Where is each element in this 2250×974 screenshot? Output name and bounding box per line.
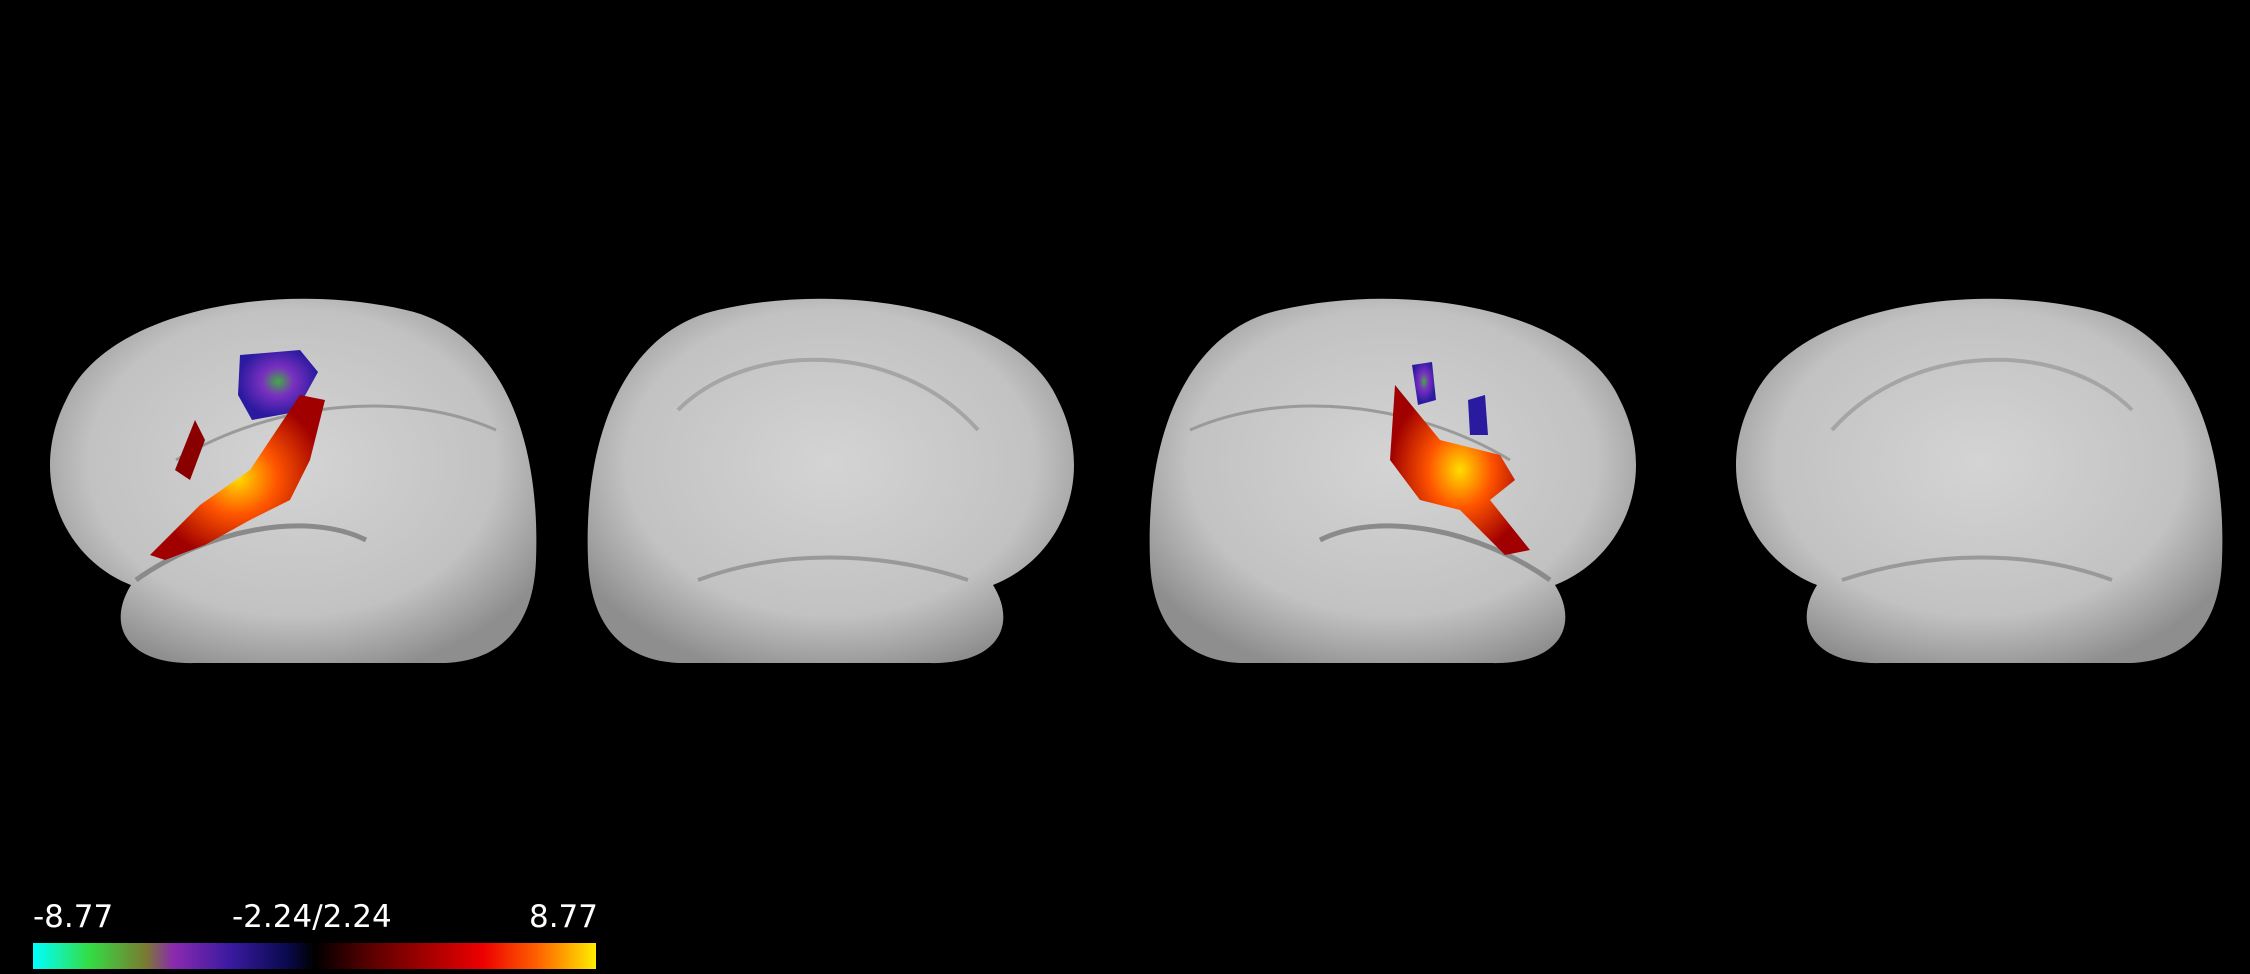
colorbar: -8.77 -2.24/2.24 8.77 <box>33 899 598 969</box>
colorbar-threshold-label: -2.24/2.24 <box>232 899 392 935</box>
colorbar-min-label: -8.77 <box>33 899 113 935</box>
left-medial <box>587 298 1074 664</box>
right-lateral <box>1149 298 1636 664</box>
colorbar-gradient <box>33 943 596 969</box>
activation-right <box>1390 362 1530 555</box>
left-lateral <box>50 298 537 664</box>
right-medial <box>1736 298 2223 664</box>
activation-left <box>150 350 325 560</box>
colorbar-max-label: 8.77 <box>529 899 598 935</box>
